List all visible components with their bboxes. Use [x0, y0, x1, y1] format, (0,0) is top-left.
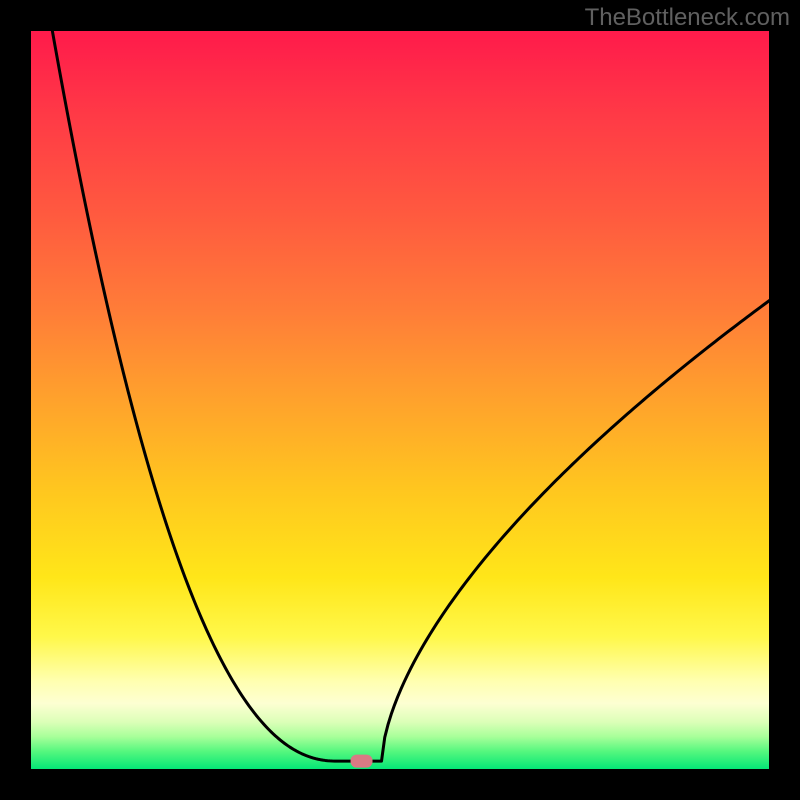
chart-container: TheBottleneck.com — [0, 0, 800, 800]
watermark-text: TheBottleneck.com — [585, 4, 790, 32]
bottleneck-chart — [0, 0, 800, 800]
